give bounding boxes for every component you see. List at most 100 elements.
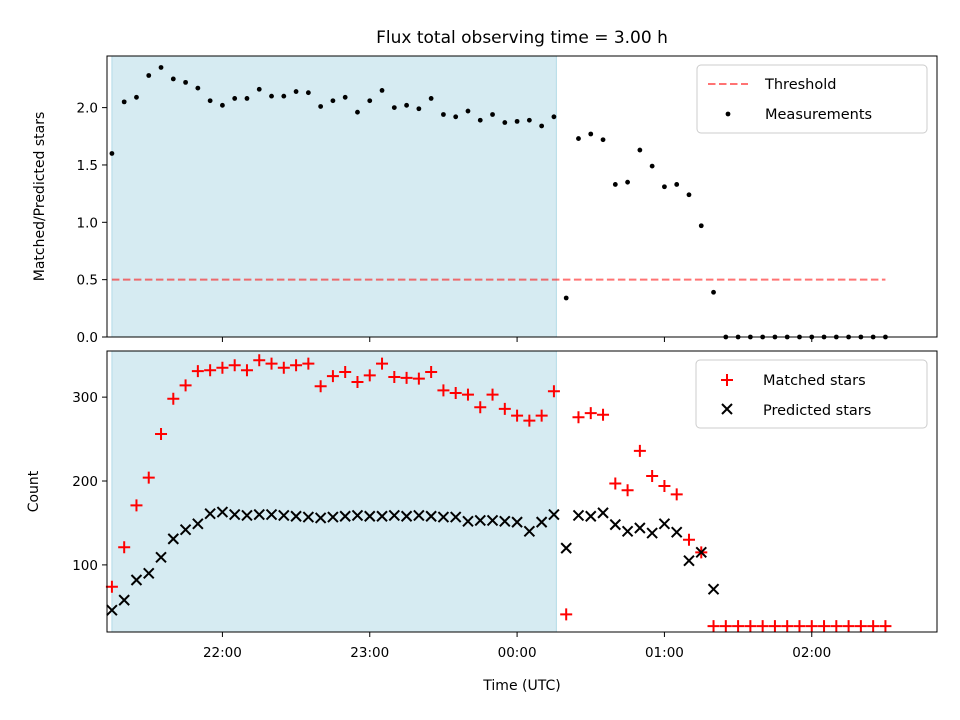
predicted-star-point (658, 518, 671, 530)
measurement-point (612, 182, 618, 187)
predicted-star-point (179, 523, 192, 536)
matched-star-point (682, 533, 695, 546)
measurement-point (244, 96, 250, 101)
predicted-star-point (290, 510, 302, 522)
measurement-point (158, 65, 164, 70)
measurement-point (649, 163, 655, 169)
predicted-star-point (486, 514, 499, 527)
measurement-point (367, 98, 373, 104)
measurement-point (551, 114, 557, 120)
predicted-star-point (192, 518, 204, 530)
predicted-star-point (339, 510, 351, 522)
predicted-star-point (167, 533, 180, 545)
chart-title: Flux total observing time = 3.00 h (376, 28, 668, 48)
predicted-star-point (634, 522, 646, 534)
matched-star-point (621, 484, 634, 497)
measurement-point (637, 147, 643, 153)
measurement-points (109, 65, 888, 340)
matched-star-point (363, 369, 376, 382)
matched-star-point (179, 379, 192, 392)
ratio-legend-box (696, 64, 928, 134)
matched-star-point (658, 480, 671, 493)
predicted-star-point (130, 574, 143, 586)
measurement-point (416, 106, 422, 112)
ratio-panel: 0.00.51.01.52.0 Matched/Predicted stars … (32, 55, 938, 346)
matched-star-point (400, 371, 413, 384)
matched-star-point (818, 620, 831, 633)
predicted-star-point (106, 604, 118, 616)
predicted-star-point (511, 516, 523, 528)
ratio-x-ticks (221, 337, 813, 342)
predicted-star-point (646, 527, 658, 539)
count-axes-frame (106, 350, 938, 633)
count-observing-window-span (111, 350, 557, 633)
ratio-y-tick-label: 1.0 (77, 215, 98, 231)
predicted-star-point (560, 542, 572, 554)
predicted-star-point (155, 551, 167, 564)
matched-star-point (547, 385, 560, 398)
measurement-point (477, 117, 483, 123)
measurement-point (121, 99, 127, 105)
predicted-star-point (437, 511, 450, 523)
measurement-point (330, 98, 336, 104)
matched-legend-swatch (721, 374, 733, 386)
measurement-point (379, 88, 385, 93)
measurement-point (698, 223, 704, 229)
matched-star-point (523, 414, 536, 427)
predicted-star-point (535, 516, 548, 528)
count-y-axis-label: Count (26, 470, 42, 512)
measurement-point (600, 137, 606, 143)
predicted-legend-label: Predicted stars (763, 403, 871, 419)
predicted-star-point (327, 511, 339, 523)
predicted-star-point (265, 508, 278, 521)
measurement-point (305, 90, 311, 96)
measurement-point (563, 295, 569, 301)
predicted-star-point (413, 509, 425, 522)
measurement-point (293, 89, 299, 94)
predicted-star-point (474, 514, 486, 527)
matched-star-point (265, 357, 278, 370)
matched-star-point (240, 364, 253, 377)
measurement-point (441, 112, 446, 117)
matched-star-point (105, 580, 118, 593)
matched-star-point (339, 365, 352, 378)
measurement-point (207, 98, 213, 104)
predicted-star-point (241, 509, 253, 522)
measurement-point (269, 93, 274, 99)
measurement-point (318, 104, 324, 109)
measurement-point (502, 120, 508, 125)
threshold-legend-label: Threshold (764, 77, 836, 93)
predicted-star-point (499, 515, 511, 527)
matched-star-point (793, 620, 806, 633)
matched-star-point (781, 620, 794, 633)
predicted-star-point (351, 509, 364, 522)
measurement-point (662, 184, 667, 190)
matched-legend-label: Matched stars (763, 373, 866, 389)
ratio-y-tick-label: 0.5 (77, 273, 98, 289)
matched-star-point (142, 471, 155, 484)
count-y-tick-label: 100 (72, 558, 98, 574)
predicted-star-point (462, 515, 474, 527)
predicted-star-point (670, 526, 683, 538)
predicted-star-point (572, 509, 585, 522)
predicted-star-point (314, 512, 327, 524)
predicted-star-point (695, 546, 707, 559)
predicted-star-point (597, 507, 609, 519)
measurement-point (453, 114, 459, 120)
measurement-point (674, 182, 680, 187)
predicted-star-point (118, 594, 130, 606)
matched-star-point (732, 620, 745, 633)
count-y-tick-label: 200 (72, 474, 98, 490)
predicted-star-point (302, 511, 315, 523)
matched-star-point (474, 401, 487, 414)
predicted-star-point (253, 508, 265, 521)
measurement-point (428, 96, 434, 101)
matched-star-point (646, 469, 659, 482)
x-tick-label: 01:00 (645, 645, 684, 661)
matched-star-point (535, 409, 548, 422)
measurement-point (686, 192, 692, 198)
x-tick-label: 00:00 (498, 645, 537, 661)
matched-star-point (155, 428, 168, 441)
matched-star-point (326, 370, 339, 383)
